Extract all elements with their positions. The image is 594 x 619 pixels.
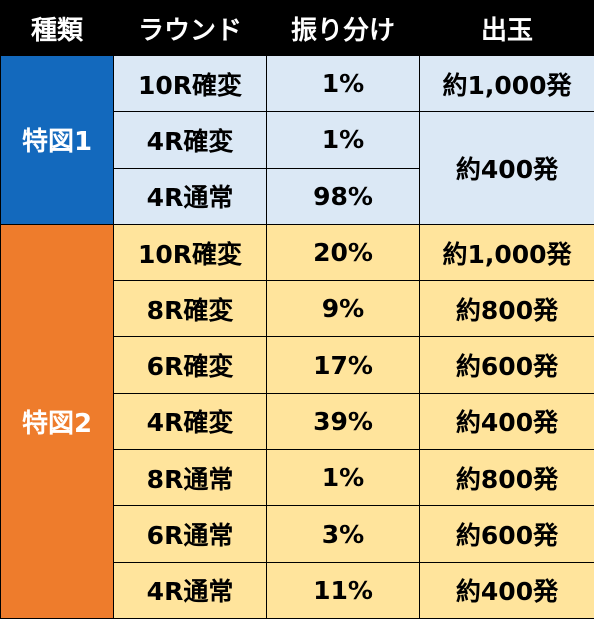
payout-cell: 約800発 [419,280,594,338]
table-row: 4R確変 1% 約400発 [1,111,594,225]
ratio-cell: 98% [266,167,420,225]
round-cell: 6R通常 [113,505,267,563]
payout-cell: 約1,000発 [419,223,594,282]
header-row: 種類 ラウンド 振り分け 出玉 [0,0,594,56]
payout-cell: 約600発 [419,505,594,563]
table-row: 特図2 10R確変 20% 約1,000発 [0,223,594,619]
round-cell: 10R確変 [113,223,267,282]
header-round: ラウンド [113,0,267,56]
table-row: 8R確変 9% 約800発 [1,280,594,338]
round-cell: 4R通常 [113,167,267,225]
payout-cell: 約600発 [419,336,594,394]
header-payout: 出玉 [419,0,594,56]
ratio-cell: 11% [266,561,420,619]
round-cell: 4R確変 [113,111,267,169]
group-label-tokuzu2: 特図2 [0,223,114,619]
ratio-cell: 1% [266,449,420,507]
ratio-cell: 39% [266,392,420,451]
ratio-cell: 17% [266,336,420,394]
ratio-cell: 1% [266,111,420,169]
table-row: 6R確変 17% 約600発 [1,336,594,394]
table-row: 特図1 10R確変 1% 約1,000発 [0,54,594,225]
header-ratio: 振り分け [266,0,420,56]
group-label-tokuzu1: 特図1 [0,55,114,225]
ratio-cell: 3% [266,505,420,563]
table-row: 4R通常 11% 約400発 [1,561,594,619]
round-cell: 6R確変 [113,336,267,394]
payout-cell: 約800発 [419,449,594,507]
payout-cell: 約400発 [419,111,594,225]
payout-cell: 約1,000発 [419,54,594,113]
payout-cell: 約400発 [419,561,594,619]
table-row: 4R通常 98% [1,167,594,225]
table-row: 6R通常 3% 約600発 [1,505,594,563]
round-cell: 4R確変 [113,392,267,451]
round-cell: 8R確変 [113,280,267,338]
payout-cell: 約400発 [419,392,594,451]
round-cell: 8R通常 [113,449,267,507]
round-cell: 10R確変 [113,54,267,113]
table-row: 8R通常 1% 約800発 [1,449,594,507]
ratio-cell: 20% [266,223,420,282]
header-type: 種類 [0,0,114,56]
ratio-cell: 1% [266,54,420,113]
round-cell: 4R通常 [113,561,267,619]
ratio-cell: 9% [266,280,420,338]
